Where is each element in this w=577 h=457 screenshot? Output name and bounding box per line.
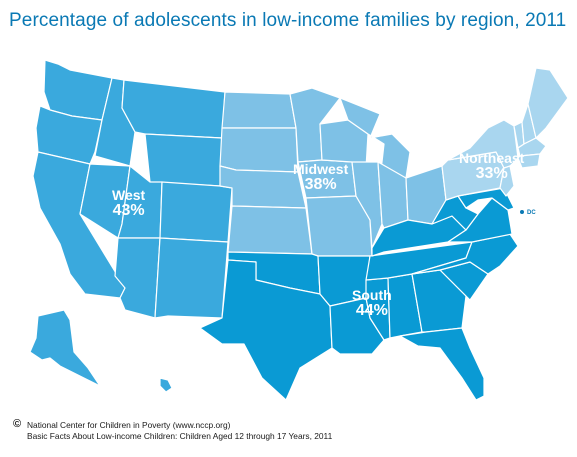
publication-line: Basic Facts About Low-income Children: C… xyxy=(27,431,333,441)
region-percent-west: 43% xyxy=(112,201,145,219)
state-hawaii xyxy=(159,377,173,393)
midwest-region xyxy=(219,87,447,257)
west-region xyxy=(29,59,233,393)
region-label-northeast: Northeast 33% xyxy=(459,151,524,182)
state-wyoming xyxy=(144,133,223,187)
state-florida xyxy=(399,327,485,401)
map-svg xyxy=(29,59,569,401)
source-line: National Center for Children in Poverty … xyxy=(27,420,231,430)
state-connecticut-ri xyxy=(517,153,541,169)
region-name-northeast: Northeast xyxy=(459,150,525,166)
state-arizona xyxy=(114,237,161,319)
state-maine xyxy=(527,67,569,139)
region-label-south: South 44% xyxy=(352,288,392,319)
map-title: Percentage of adolescents in low-income … xyxy=(9,10,567,31)
state-alaska xyxy=(29,309,101,387)
region-percent-midwest: 38% xyxy=(304,175,337,193)
region-name-west: West xyxy=(112,187,146,203)
state-new-jersey xyxy=(499,165,515,197)
us-region-map: West 43% Midwest 38% Northeast 33% South… xyxy=(0,48,577,403)
state-kansas xyxy=(227,205,313,255)
source-footer: © National Center for Children in Povert… xyxy=(13,419,333,442)
state-oregon xyxy=(35,105,103,165)
south-region xyxy=(199,187,519,401)
state-montana xyxy=(121,79,226,139)
state-colorado xyxy=(159,181,233,243)
region-name-midwest: Midwest xyxy=(293,161,349,177)
state-texas xyxy=(199,259,333,401)
region-label-west: West 43% xyxy=(112,188,145,219)
state-new-mexico xyxy=(154,237,229,319)
region-percent-northeast: 33% xyxy=(475,164,508,182)
state-north-dakota xyxy=(221,91,297,129)
region-percent-south: 44% xyxy=(355,301,388,319)
region-label-midwest: Midwest 38% xyxy=(293,162,348,193)
state-south-dakota xyxy=(219,127,299,173)
northeast-region xyxy=(441,67,569,201)
dc-marker xyxy=(520,210,524,214)
region-name-south: South xyxy=(352,287,392,303)
state-new-york xyxy=(447,119,519,169)
copyright-symbol: © xyxy=(13,418,22,430)
dc-label: DC xyxy=(527,210,536,216)
